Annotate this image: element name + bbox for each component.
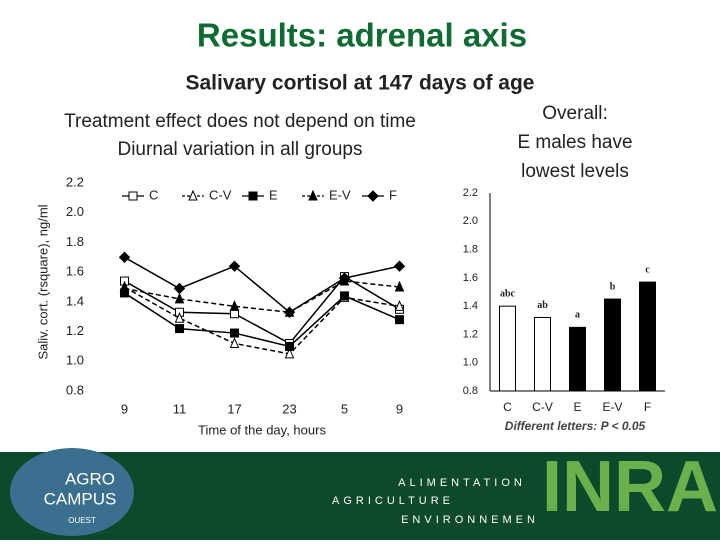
bar-letter: b (610, 281, 616, 292)
x-tick-label: 5 (341, 401, 348, 416)
marker (228, 260, 241, 272)
marker (175, 324, 184, 334)
legend-marker (308, 189, 318, 201)
marker (285, 341, 294, 351)
legend-marker (367, 190, 379, 202)
motto: ALIMENTATION (398, 477, 526, 489)
series-line (124, 286, 400, 355)
campus-text: CAMPUS (44, 489, 117, 508)
y-tick-label: 0.8 (463, 385, 478, 397)
overall: Overall: (542, 103, 607, 124)
x-tick-label: 11 (173, 401, 187, 416)
bar (639, 281, 656, 392)
inra-logo: INRA (542, 447, 718, 527)
y-tick-label: 1.2 (66, 323, 84, 338)
y-tick-label: 1.8 (66, 234, 84, 249)
marker (395, 315, 404, 325)
marker (393, 260, 406, 272)
x-tick-label: 9 (121, 401, 128, 416)
marker (173, 282, 186, 295)
slide-title: Results: adrenal axis (197, 17, 527, 54)
y-tick-label: 1.0 (66, 353, 84, 368)
marker (338, 272, 351, 284)
legend-marker (248, 191, 258, 201)
legend-label: E (269, 187, 278, 202)
overall: lowest levels (521, 161, 629, 182)
marker (174, 292, 185, 304)
series-line (124, 275, 400, 345)
note: Treatment effect does not depend on time (64, 111, 416, 132)
legend-label: C (149, 187, 158, 202)
bar (604, 298, 621, 392)
bar-letter: abc (500, 288, 516, 299)
bar-letter: ab (537, 300, 548, 311)
y-tick-label: 1.6 (66, 264, 84, 279)
y-tick-label: 1.6 (463, 272, 478, 284)
y-axis-title: Saliv. cort. (rsquare), ng/ml (35, 204, 50, 359)
x-axis-title: Time of the day, hours (198, 422, 326, 437)
marker (283, 306, 296, 318)
campus-text: OUEST (68, 516, 96, 525)
subtitle: Salivary cortisol at 147 days of age (185, 72, 534, 95)
motto: ENVIRONNEMEN (401, 514, 539, 526)
marker (340, 291, 349, 301)
y-tick-label: 1.4 (66, 293, 84, 308)
campus-text: AGRO (65, 469, 115, 488)
marker (394, 300, 405, 311)
y-tick-label: 1.2 (463, 328, 478, 340)
marker (174, 311, 185, 323)
bar-letter: a (575, 310, 580, 321)
y-tick-label: 2.0 (66, 204, 84, 219)
marker (229, 300, 240, 311)
x-tick-label: C-V (532, 400, 553, 414)
y-tick-label: 2.2 (463, 187, 478, 199)
campus-logo (10, 448, 134, 536)
x-tick-label: E (573, 400, 581, 414)
bar (534, 316, 551, 392)
marker (230, 328, 239, 338)
marker (118, 251, 131, 263)
legend-label: E-V (329, 187, 351, 202)
series-line (124, 280, 400, 314)
y-tick-label: 2.2 (66, 174, 84, 189)
note: Diurnal variation in all groups (117, 139, 362, 160)
x-tick-label: F (644, 400, 651, 414)
bar (569, 326, 586, 392)
bar (499, 305, 516, 392)
x-tick-label: 9 (396, 401, 403, 416)
x-tick-label: E-V (602, 400, 622, 414)
y-tick-label: 1.4 (463, 300, 478, 312)
marker (119, 282, 130, 293)
bar-letter: c (645, 264, 650, 275)
marker (284, 347, 295, 359)
marker (394, 280, 405, 292)
legend-marker (128, 191, 138, 201)
y-tick-label: 1.0 (463, 357, 478, 369)
x-tick-label: 17 (227, 401, 241, 416)
x-tick-label: C (503, 400, 512, 414)
legend-label: F (389, 187, 397, 202)
y-tick-label: 0.8 (66, 382, 84, 397)
legend-label: C-V (209, 187, 232, 202)
series-line (124, 256, 400, 314)
legend-marker (188, 189, 198, 201)
note: Different letters: P < 0.05 (505, 419, 646, 433)
y-tick-label: 2.0 (463, 215, 478, 227)
y-tick-label: 1.8 (463, 243, 478, 255)
overall: E males have (517, 132, 632, 153)
x-tick-label: 23 (282, 401, 296, 416)
series-line (124, 292, 400, 348)
marker (230, 309, 239, 319)
motto: AGRICULTURE (332, 495, 454, 507)
marker (229, 337, 240, 348)
